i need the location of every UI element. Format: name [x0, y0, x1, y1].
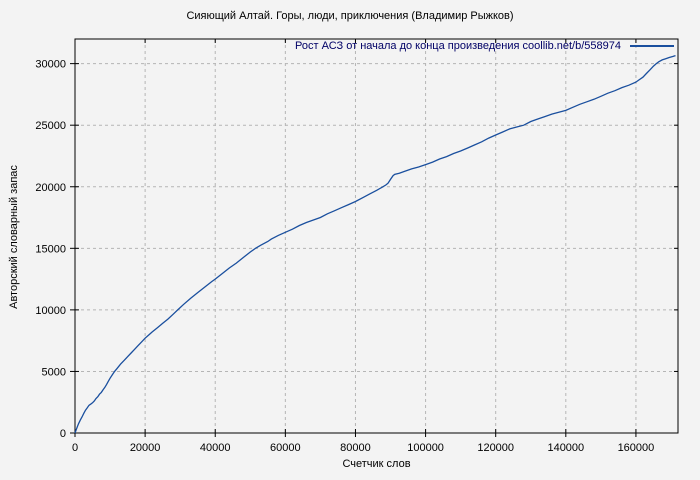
x-tick-label: 40000: [200, 442, 231, 454]
plot-border: [74, 38, 679, 434]
x-tick-label: 120000: [477, 442, 514, 454]
y-tick-label: 25000: [35, 120, 66, 132]
y-axis-label: Авторский словарный запас: [8, 165, 20, 309]
legend: Рост АСЗ от начала до конца произведения…: [295, 40, 674, 52]
x-tick-label: 80000: [340, 442, 371, 454]
y-tick-label: 30000: [35, 59, 66, 71]
x-axis-label: Счетчик слов: [342, 458, 411, 470]
y-tick-label: 5000: [42, 366, 66, 378]
y-tick-label: 10000: [35, 305, 66, 317]
x-tick-label: 100000: [407, 442, 444, 454]
x-tick-label: 20000: [130, 442, 161, 454]
legend-label: Рост АСЗ от начала до конца произведения…: [295, 40, 621, 52]
x-tick-label: 140000: [547, 442, 584, 454]
legend-line-sample: [630, 45, 674, 47]
y-tick-label: 0: [60, 428, 66, 440]
data-curve: [74, 54, 676, 434]
chart-title: Сияющий Алтай. Горы, люди, приключения (…: [186, 10, 514, 22]
y-tick-label: 15000: [35, 243, 66, 255]
y-tick-label: 20000: [35, 182, 66, 194]
x-tick-label: 160000: [618, 442, 655, 454]
x-tick-label: 0: [72, 442, 78, 454]
x-tick-label: 60000: [270, 442, 301, 454]
